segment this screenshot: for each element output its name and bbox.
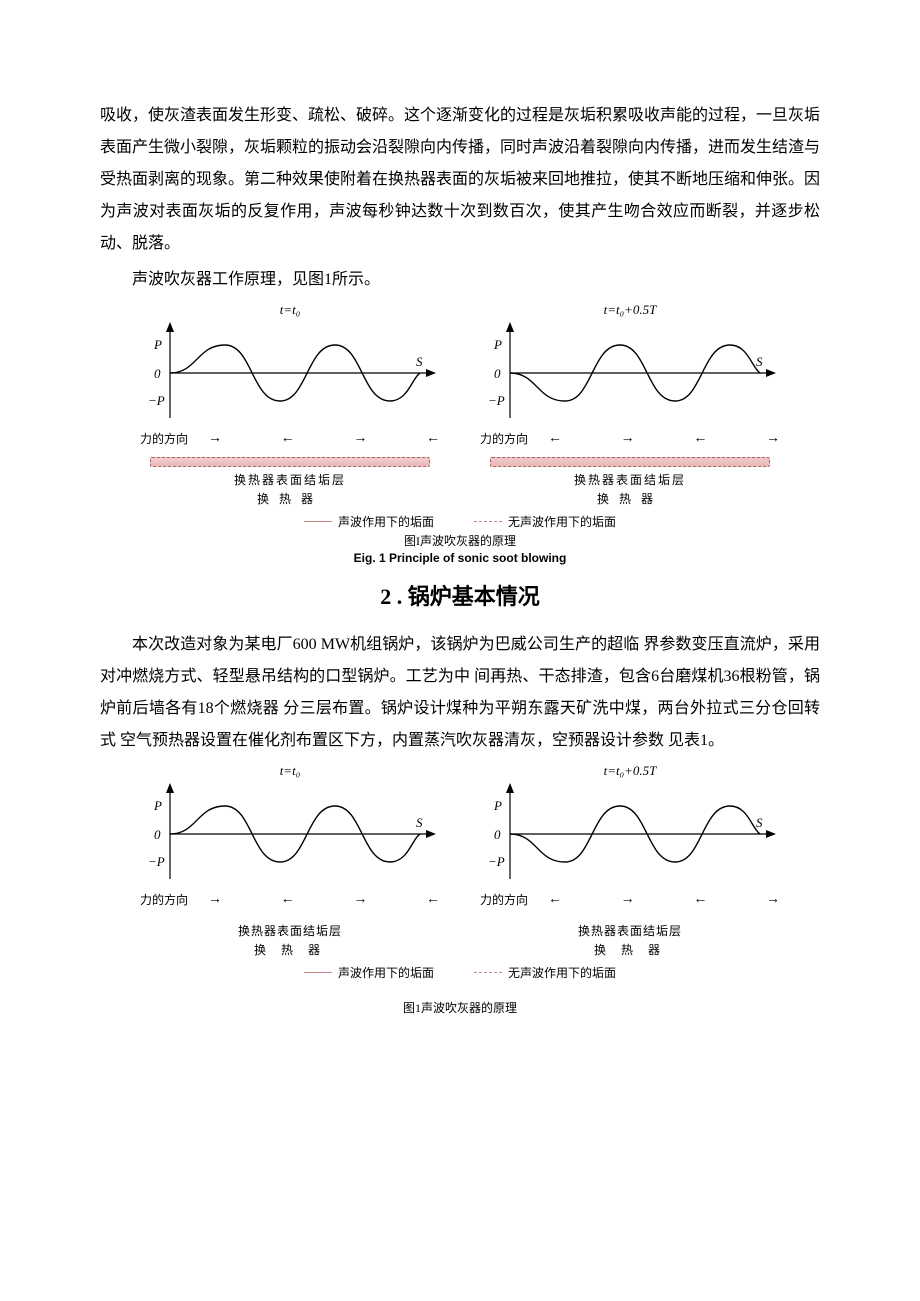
svg-text:−P: −P <box>148 393 165 408</box>
scale-bar <box>490 457 770 467</box>
arrow: ← <box>693 431 707 447</box>
svg-text:P: P <box>493 798 502 813</box>
fig1-right-time-label: t=t₀+0.5T <box>480 302 780 318</box>
section-2-heading: 2 . 锅炉基本情况 <box>100 579 820 611</box>
figure-2-caption: 图1声波吹灰器的原理 <box>100 999 820 1016</box>
svg-text:P: P <box>153 798 162 813</box>
svg-text:S: S <box>756 815 763 830</box>
legend-dash-label: 无声波作用下的垢面 <box>508 964 616 981</box>
fig1-right-force-label: 力的方向 <box>480 430 540 447</box>
fig1-right-scale-l2: 换热器 <box>480 490 780 507</box>
fig2-left-wave: P 0 −P S <box>140 779 440 889</box>
figure-2-right: t=t₀+0.5T P 0 −P S 力的方向 ← → <box>480 763 780 958</box>
svg-text:P: P <box>493 337 502 352</box>
fig2-left-force-row: 力的方向 → ← → ← <box>140 891 440 908</box>
legend-swatch-solid <box>304 972 332 973</box>
figure-2: t=t₀ P 0 −P S 力的方向 → ← <box>100 763 820 958</box>
arrow: → <box>621 892 635 908</box>
figure-1-right: t=t₀+0.5T P 0 −P S 力的方向 ← → <box>480 302 780 507</box>
arrow: ← <box>426 431 440 447</box>
legend-solid: 声波作用下的垢面 <box>304 964 434 981</box>
arrow: → <box>208 892 222 908</box>
fig2-right-force-row: 力的方向 ← → ← → <box>480 891 780 908</box>
figure-2-left: t=t₀ P 0 −P S 力的方向 → ← <box>140 763 440 958</box>
fig1-right-wave: P 0 −P S <box>480 318 780 428</box>
fig2-right-scale-l2: 换 热 器 <box>480 941 780 958</box>
arrow: ← <box>548 892 562 908</box>
fig1-left-force-row: 力的方向 → ← → ← <box>140 430 440 447</box>
svg-text:S: S <box>416 815 423 830</box>
legend-solid-label: 声波作用下的垢面 <box>338 513 434 530</box>
legend-swatch-dash <box>474 972 502 973</box>
fig1-left-scale: 换热器表面结垢层 换热器 <box>140 457 440 507</box>
fig2-left-scale: 换热器表面结垢层 换 热 器 <box>140 922 440 958</box>
paragraph-2: 声波吹灰器工作原理，见图1所示。 <box>100 264 820 296</box>
fig1-right-scale-l1: 换热器表面结垢层 <box>480 471 780 488</box>
fig2-right-time-label: t=t₀+0.5T <box>480 763 780 779</box>
figure-2-legend: 声波作用下的垢面 无声波作用下的垢面 <box>100 964 820 981</box>
fig2-right-wave: P 0 −P S <box>480 779 780 889</box>
arrow: → <box>621 431 635 447</box>
legend-swatch-dash <box>474 521 502 522</box>
figure-1-legend: 声波作用下的垢面 无声波作用下的垢面 <box>100 513 820 530</box>
legend-dash: 无声波作用下的垢面 <box>474 964 616 981</box>
figure-1-caption-cn: 图I声波吹灰器的原理 <box>100 532 820 549</box>
arrow: → <box>353 892 367 908</box>
svg-text:−P: −P <box>148 854 165 869</box>
fig1-left-wave: P 0 −P S <box>140 318 440 428</box>
arrow: ← <box>281 431 295 447</box>
svg-text:−P: −P <box>488 393 505 408</box>
svg-text:−P: −P <box>488 854 505 869</box>
figure-1: t=t₀ P 0 −P S 力的方向 → ← <box>100 302 820 507</box>
paragraph-1: 吸收，使灰渣表面发生形变、疏松、破碎。这个逐渐变化的过程是灰垢积累吸收声能的过程… <box>100 100 820 260</box>
legend-dash-label: 无声波作用下的垢面 <box>508 513 616 530</box>
svg-text:0: 0 <box>494 827 501 842</box>
paragraph-3: 本次改造对象为某电厂600 MW机组锅炉，该锅炉为巴威公司生产的超临 界参数变压… <box>100 629 820 757</box>
figure-1-caption-en: Eig. 1 Principle of sonic soot blowing <box>100 551 820 565</box>
svg-text:0: 0 <box>154 827 161 842</box>
legend-solid: 声波作用下的垢面 <box>304 513 434 530</box>
svg-text:S: S <box>756 354 763 369</box>
arrow: ← <box>548 431 562 447</box>
legend-solid-label: 声波作用下的垢面 <box>338 964 434 981</box>
legend-swatch-solid <box>304 521 332 522</box>
fig2-right-scale: 换热器表面结垢层 换 热 器 <box>480 922 780 958</box>
svg-text:S: S <box>416 354 423 369</box>
fig2-left-scale-l2: 换 热 器 <box>140 941 440 958</box>
fig2-left-time-label: t=t₀ <box>140 763 440 779</box>
figure-1-left: t=t₀ P 0 −P S 力的方向 → ← <box>140 302 440 507</box>
fig1-left-time-label: t=t₀ <box>140 302 440 318</box>
fig2-left-force-label: 力的方向 <box>140 891 200 908</box>
arrow: → <box>353 431 367 447</box>
svg-text:0: 0 <box>494 366 501 381</box>
fig1-left-scale-l2: 换热器 <box>140 490 440 507</box>
arrow: → <box>766 431 780 447</box>
arrow: → <box>208 431 222 447</box>
fig1-left-scale-l1: 换热器表面结垢层 <box>140 471 440 488</box>
arrow: ← <box>281 892 295 908</box>
legend-dash: 无声波作用下的垢面 <box>474 513 616 530</box>
fig2-left-scale-l1: 换热器表面结垢层 <box>140 922 440 939</box>
fig2-right-scale-l1: 换热器表面结垢层 <box>480 922 780 939</box>
svg-text:0: 0 <box>154 366 161 381</box>
arrow: ← <box>693 892 707 908</box>
arrow: → <box>766 892 780 908</box>
fig1-left-force-label: 力的方向 <box>140 430 200 447</box>
fig1-right-scale: 换热器表面结垢层 换热器 <box>480 457 780 507</box>
arrow: ← <box>426 892 440 908</box>
fig2-right-force-label: 力的方向 <box>480 891 540 908</box>
svg-text:P: P <box>153 337 162 352</box>
scale-bar <box>150 457 430 467</box>
fig1-right-force-row: 力的方向 ← → ← → <box>480 430 780 447</box>
